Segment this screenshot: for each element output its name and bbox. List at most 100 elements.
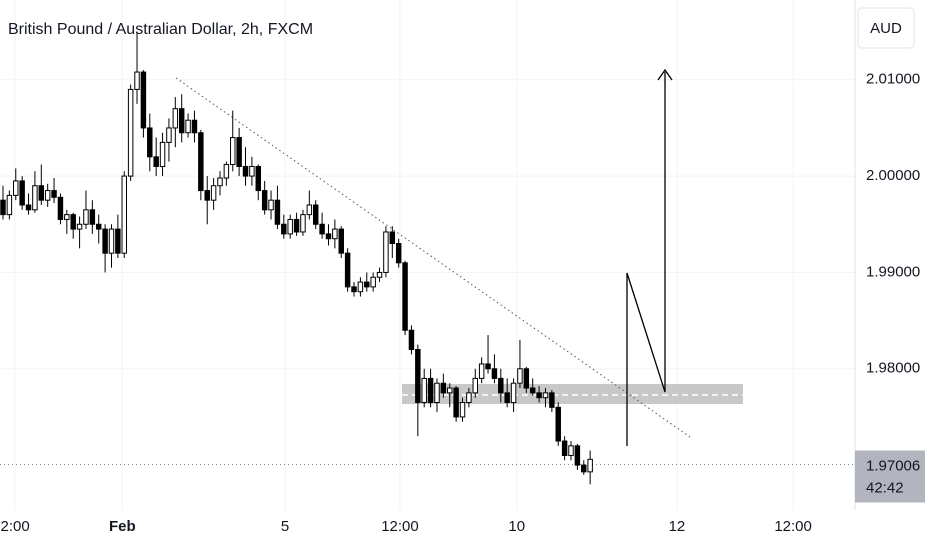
candle-body — [198, 132, 204, 192]
projection-path — [626, 72, 666, 446]
candle-body — [325, 233, 332, 240]
candle-body — [242, 165, 249, 177]
candle-body — [32, 185, 38, 211]
candle-body — [230, 137, 236, 166]
candle-body — [127, 88, 134, 177]
candle-body — [395, 243, 402, 264]
candle-body — [440, 382, 447, 394]
candle-body — [389, 231, 396, 245]
x-tick-label: Feb — [109, 518, 136, 535]
x-tick-label: 12:00 — [774, 518, 812, 535]
candle-body — [427, 377, 434, 403]
candle-body — [491, 368, 498, 379]
candle-body — [478, 363, 485, 379]
x-tick-label: 5 — [281, 518, 289, 535]
candle-body — [581, 464, 587, 473]
candle-body — [287, 218, 293, 235]
candle-body — [402, 262, 408, 331]
last-price-label: 1.97006 — [866, 457, 920, 474]
candle-body — [51, 190, 57, 198]
candle-body — [236, 137, 242, 167]
axes: 1.98000 1.99000 2.00000 2.01000 2:00 Feb 5 12:0… — [1, 71, 925, 535]
candle-body — [217, 177, 223, 187]
trendline — [175, 77, 691, 438]
candle-body — [255, 165, 262, 192]
candle-body — [6, 194, 13, 216]
candle-body — [153, 156, 159, 167]
candle-body — [140, 71, 147, 129]
candle-body — [466, 392, 472, 403]
candle-body — [13, 180, 19, 196]
candle-body — [76, 223, 83, 230]
candle-body — [134, 71, 140, 90]
candle-body — [108, 228, 115, 254]
candle-body — [57, 196, 64, 220]
candle-body — [370, 276, 376, 288]
candles — [0, 31, 593, 485]
candle-body — [281, 223, 287, 235]
grid — [0, 0, 855, 510]
candle-body — [38, 185, 45, 201]
candle-body — [89, 209, 96, 225]
candle-body — [83, 209, 89, 225]
candle-body — [204, 190, 210, 201]
x-tick-label: 12:00 — [381, 518, 419, 535]
candle-body — [121, 175, 127, 254]
candle-body — [25, 204, 32, 211]
candle-body — [549, 392, 555, 408]
candle-body — [434, 382, 440, 403]
x-tick-label: 2:00 — [1, 518, 30, 535]
candle-body — [249, 165, 255, 177]
candle-body — [19, 180, 25, 206]
candle-body — [261, 190, 268, 211]
candle-body — [568, 445, 574, 456]
candle-body — [529, 387, 536, 394]
candle-body — [447, 387, 453, 394]
candle-body — [70, 214, 76, 230]
candle-body — [293, 218, 300, 233]
candle-body — [185, 119, 191, 134]
candle-body — [408, 329, 415, 351]
candle-body — [44, 190, 51, 201]
candle-body — [485, 363, 491, 370]
y-tick-label: 2.01000 — [866, 71, 920, 88]
zone — [402, 384, 743, 404]
currency-box[interactable] — [857, 7, 915, 49]
last-price-box — [855, 450, 925, 503]
candle-body — [357, 281, 364, 293]
arrow-head — [657, 68, 673, 81]
candle-body — [172, 108, 179, 129]
candle-body — [587, 458, 593, 473]
candle-body — [64, 214, 70, 220]
candle-body — [274, 199, 281, 225]
candle-body — [364, 281, 370, 288]
candle-body — [332, 228, 338, 240]
x-tick-label: 10 — [508, 518, 525, 535]
candle-body — [268, 199, 274, 211]
candle-body — [574, 445, 581, 466]
candle-body — [178, 108, 185, 134]
candle-body — [517, 368, 523, 384]
candle-body — [376, 271, 383, 278]
candle-body — [561, 440, 568, 456]
y-tick-label: 1.99000 — [866, 263, 920, 280]
candle-body — [459, 401, 466, 418]
candle-body — [523, 368, 530, 389]
candle-body — [498, 377, 504, 394]
candle-body — [306, 204, 313, 216]
y-tick-label: 1.98000 — [866, 360, 920, 377]
candle-body — [223, 164, 230, 179]
candle-body — [159, 141, 166, 167]
y-tick-label: 2.00000 — [866, 167, 920, 184]
candle-body — [210, 185, 217, 201]
candle-body — [191, 119, 198, 134]
candle-body — [102, 228, 108, 254]
candle-body — [383, 231, 389, 273]
chart-title: British Pound / Australian Dollar, 2h, F… — [8, 21, 313, 38]
candle-body — [95, 223, 102, 230]
candle-body — [147, 127, 153, 158]
candle-body — [115, 228, 121, 254]
candle-body — [415, 349, 421, 403]
